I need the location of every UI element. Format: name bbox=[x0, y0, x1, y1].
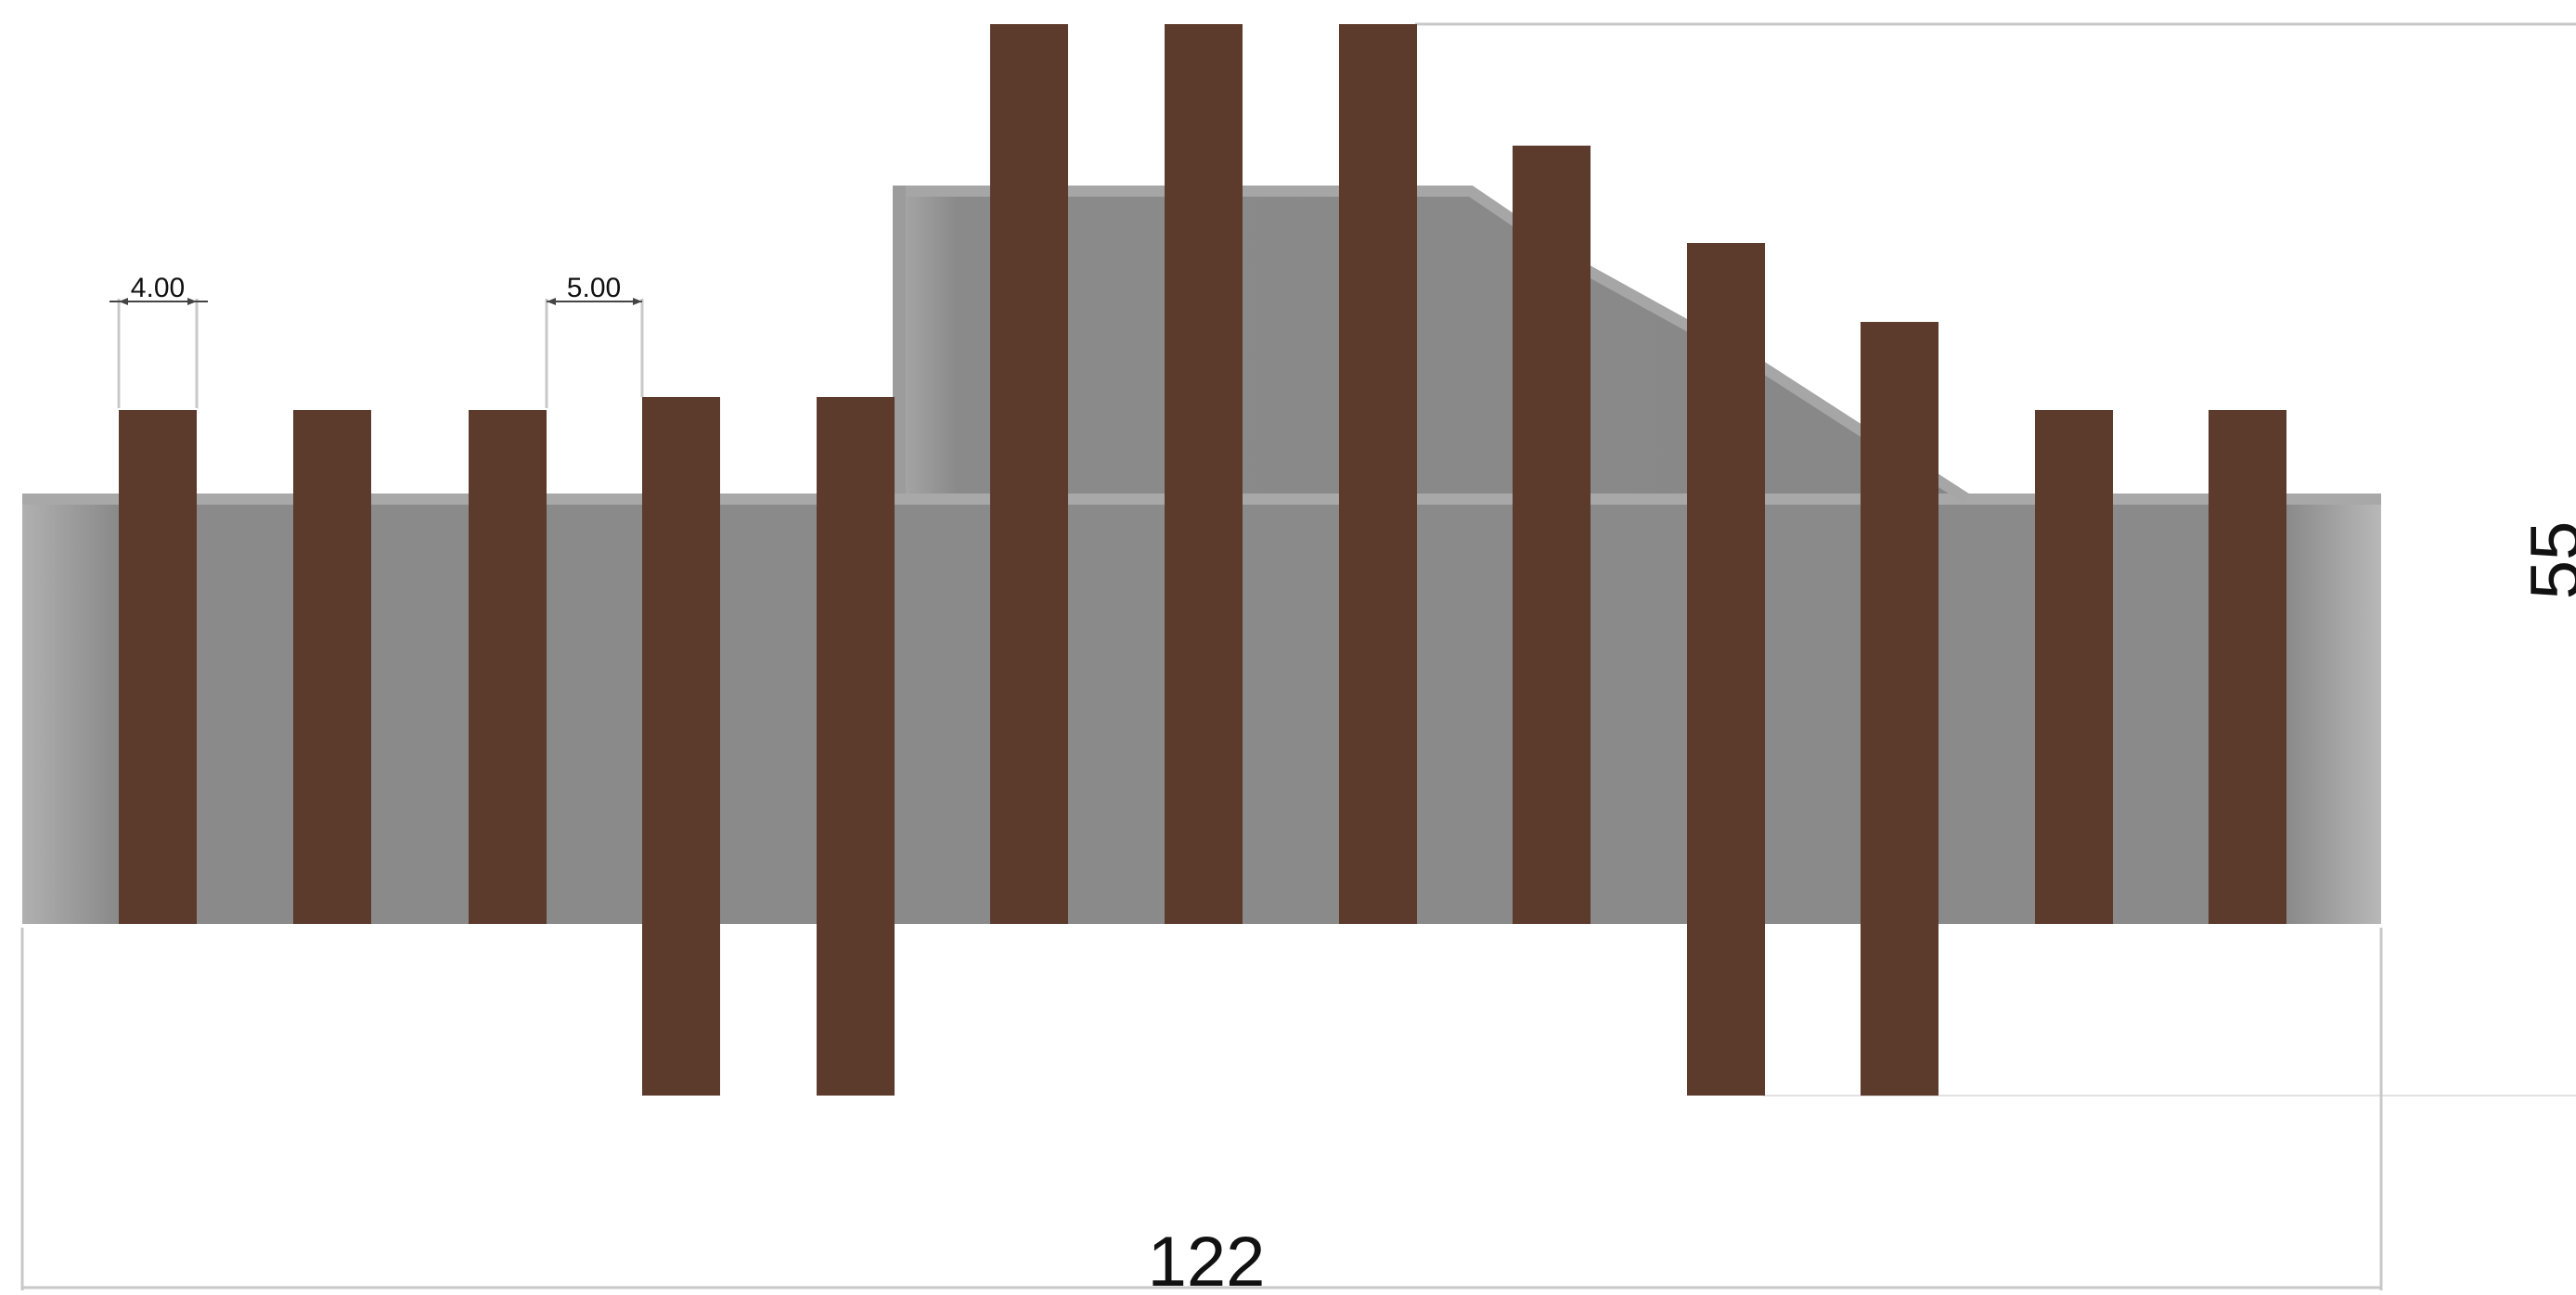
bar-11 bbox=[1861, 322, 1938, 1096]
bar-7 bbox=[1165, 24, 1243, 924]
overall-width-dimension: 122 bbox=[20, 928, 2383, 1295]
bar-13 bbox=[2209, 410, 2286, 924]
bar-5 bbox=[817, 397, 895, 1096]
bar-2 bbox=[293, 410, 371, 924]
arrow-left-icon bbox=[547, 298, 556, 305]
bar-gap-dimension: 5.00 bbox=[545, 273, 644, 408]
bar-4 bbox=[642, 397, 720, 1096]
bar-3 bbox=[469, 410, 547, 924]
bar-width-label: 4.00 bbox=[131, 273, 185, 303]
bar-1 bbox=[119, 410, 197, 924]
overall-height-label: 55 bbox=[2517, 521, 2576, 600]
arrow-left-icon bbox=[119, 298, 128, 305]
overall-height-dimension: 55 bbox=[2517, 521, 2576, 600]
bar-gap-label: 5.00 bbox=[567, 273, 621, 303]
arrow-right-icon bbox=[633, 298, 642, 305]
bar-10 bbox=[1687, 243, 1765, 1096]
bar-width-dimension: 4.00 bbox=[109, 273, 208, 408]
raised-block-left-edge bbox=[893, 186, 906, 494]
bar-9 bbox=[1513, 146, 1591, 924]
arrow-right-icon bbox=[187, 298, 197, 305]
bar-6 bbox=[990, 24, 1068, 924]
bar-8 bbox=[1339, 24, 1417, 924]
bars-group bbox=[119, 24, 2286, 1096]
overall-width-label: 122 bbox=[1148, 1223, 1266, 1290]
bar-12 bbox=[2035, 410, 2113, 924]
